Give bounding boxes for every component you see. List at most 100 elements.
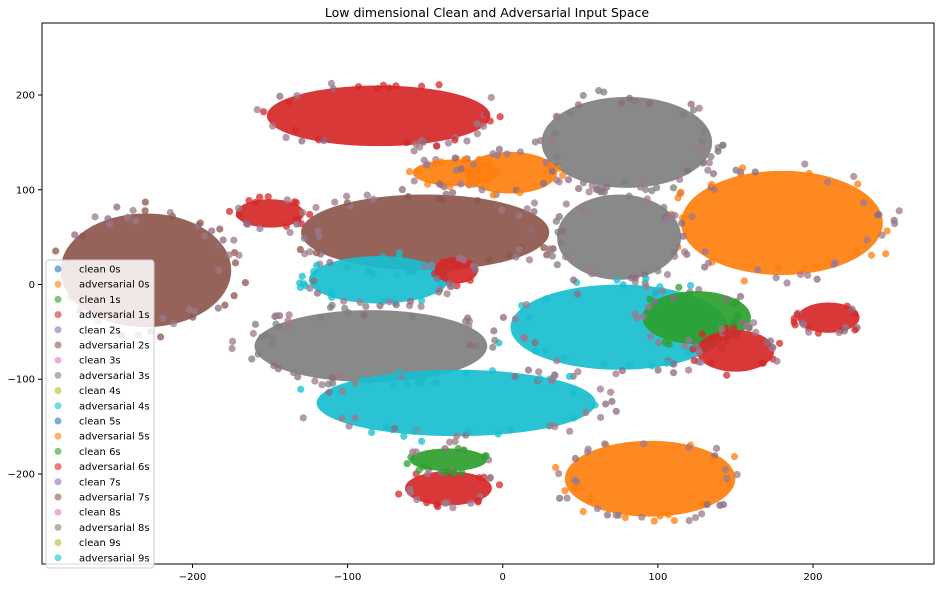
data-point: [835, 328, 843, 337]
x-tick-label: −100: [334, 572, 361, 583]
data-point: [417, 302, 425, 311]
data-point: [656, 283, 664, 291]
data-point: [225, 251, 233, 259]
data-point: [645, 100, 654, 108]
data-point: [264, 193, 272, 201]
data-point: [275, 323, 283, 331]
data-point: [494, 430, 502, 438]
cluster-body: [696, 329, 775, 372]
data-point: [562, 200, 570, 208]
data-point: [712, 444, 721, 452]
data-point: [698, 330, 706, 338]
data-point: [482, 451, 490, 460]
data-point: [460, 156, 469, 164]
y-tick-label: 100: [16, 185, 35, 196]
data-point: [464, 427, 473, 435]
data-point: [419, 138, 428, 146]
legend-marker: [54, 311, 62, 319]
data-point: [254, 350, 262, 358]
y-tick-label: −100: [8, 375, 35, 386]
data-point: [791, 321, 799, 329]
data-point: [630, 97, 639, 105]
data-point: [312, 249, 320, 257]
data-point: [723, 371, 731, 379]
data-point: [663, 270, 672, 279]
data-point: [548, 137, 557, 145]
data-point: [216, 225, 224, 233]
data-point: [531, 339, 539, 347]
data-point: [692, 342, 700, 350]
data-point: [774, 263, 782, 272]
data-point: [485, 256, 493, 264]
data-point: [196, 219, 204, 227]
data-point: [328, 293, 336, 301]
data-point: [479, 122, 488, 130]
data-point: [536, 375, 544, 383]
data-point: [355, 83, 363, 91]
data-point: [296, 283, 305, 292]
data-point: [367, 428, 376, 437]
data-point: [767, 337, 775, 345]
data-point: [431, 159, 440, 167]
data-point: [704, 259, 713, 267]
legend-label: clean 7s: [79, 477, 121, 488]
data-point: [664, 511, 673, 519]
data-point: [603, 511, 612, 519]
data-point: [320, 136, 328, 145]
data-point: [759, 359, 767, 367]
legend-label: clean 0s: [79, 265, 121, 276]
data-point: [613, 276, 621, 284]
data-point: [882, 250, 890, 258]
data-point: [546, 161, 555, 169]
legend-marker: [54, 326, 62, 334]
data-point: [129, 206, 137, 215]
cluster-body: [463, 151, 558, 194]
data-point: [579, 91, 587, 100]
data-point: [687, 100, 695, 108]
data-point: [435, 81, 443, 89]
data-point: [651, 289, 660, 297]
legend-label: adversarial 6s: [79, 462, 150, 473]
data-point: [688, 213, 696, 221]
y-tick-label: −200: [8, 469, 35, 480]
data-point: [214, 304, 222, 312]
data-point: [654, 339, 663, 347]
legend-box: [45, 259, 155, 569]
data-point: [520, 333, 528, 342]
data-point: [569, 276, 578, 284]
data-point: [382, 423, 391, 431]
data-point: [413, 496, 421, 504]
data-point: [251, 198, 260, 206]
legend-label: adversarial 8s: [79, 523, 150, 534]
data-point: [560, 354, 569, 362]
data-point: [314, 227, 322, 235]
data-point: [451, 154, 459, 162]
cluster-body: [235, 199, 305, 228]
data-point: [235, 251, 243, 259]
data-point: [642, 275, 650, 283]
legend-marker: [54, 554, 62, 562]
data-point: [561, 253, 570, 261]
data-point: [489, 343, 497, 351]
data-point: [404, 193, 412, 201]
data-point: [708, 334, 716, 342]
data-point: [449, 504, 457, 512]
data-point: [141, 207, 149, 215]
data-point: [440, 499, 449, 507]
data-point: [306, 284, 314, 292]
data-point: [718, 325, 726, 333]
data-point: [293, 220, 301, 228]
data-point: [390, 424, 399, 433]
data-point: [310, 277, 318, 285]
data-point: [488, 367, 497, 375]
plot-frame: [41, 22, 935, 565]
data-point: [576, 483, 584, 492]
legend-marker: [54, 387, 62, 395]
data-point: [800, 264, 808, 272]
legend-label: clean 8s: [79, 508, 121, 519]
data-point: [457, 180, 465, 188]
cluster-body: [308, 256, 449, 304]
data-point: [749, 319, 758, 327]
data-point: [714, 144, 722, 152]
